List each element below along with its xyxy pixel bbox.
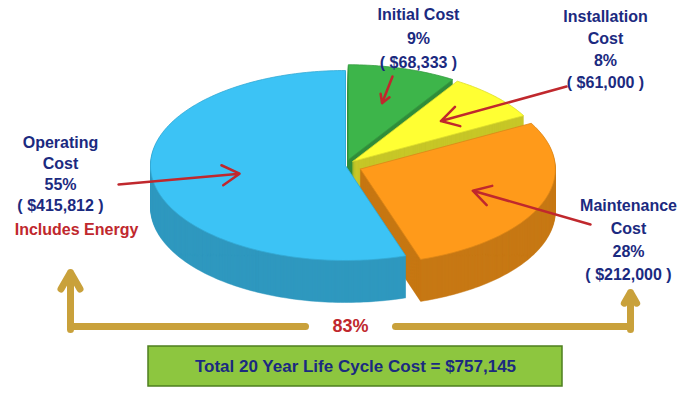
svg-text:8%: 8%	[594, 52, 617, 69]
svg-text:Operating: Operating	[23, 134, 99, 151]
svg-text:Cost: Cost	[588, 30, 624, 47]
svg-text:Maintenance: Maintenance	[580, 197, 677, 214]
svg-text:55%: 55%	[44, 176, 76, 193]
svg-text:( $61,000 ): ( $61,000 )	[567, 74, 644, 91]
svg-text:Total 20 Year Life Cycle Cost: Total 20 Year Life Cycle Cost = $757,145	[195, 357, 516, 376]
svg-text:( $212,000 ): ( $212,000 )	[585, 266, 671, 283]
svg-text:Initial Cost: Initial Cost	[378, 6, 460, 23]
svg-text:( $415,812 ): ( $415,812 )	[17, 197, 103, 214]
svg-text:Installation: Installation	[563, 8, 647, 25]
svg-text:Cost: Cost	[43, 155, 79, 172]
svg-text:Includes Energy: Includes Energy	[15, 221, 139, 238]
svg-text:83%: 83%	[332, 316, 368, 336]
svg-text:9%: 9%	[407, 30, 430, 47]
svg-text:( $68,333 ): ( $68,333 )	[380, 54, 457, 71]
svg-text:Cost: Cost	[611, 220, 647, 237]
svg-text:28%: 28%	[612, 243, 644, 260]
